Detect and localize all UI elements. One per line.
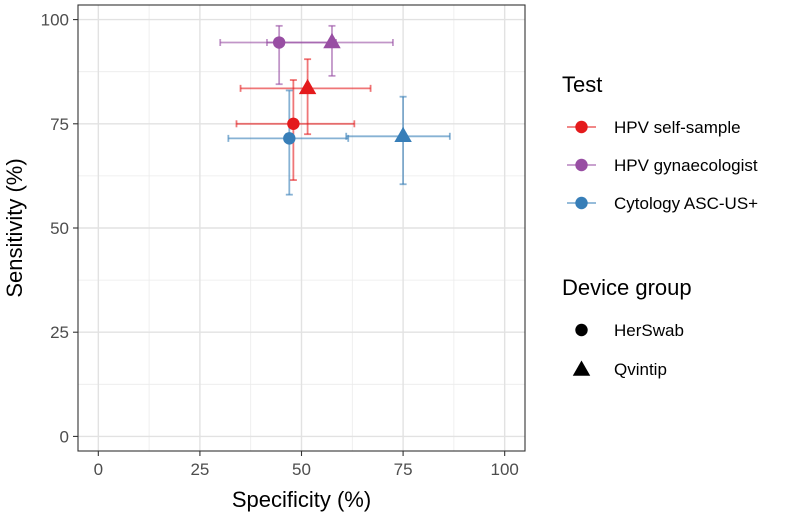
legend-key-device: HerSwab	[575, 321, 684, 340]
y-tick-label: 25	[50, 323, 69, 342]
legend-label-test: Cytology ASC-US+	[614, 194, 758, 213]
legend-key-circle	[575, 120, 588, 134]
y-tick-label: 75	[50, 115, 69, 134]
markers	[272, 33, 412, 145]
legend-color-keys: HPV self-sample HPV gynaecologist Cytology…	[567, 118, 758, 213]
legend-key-test: Cytology ASC-US+	[567, 194, 758, 213]
data-point-circle	[287, 117, 300, 130]
legend-key-circle	[575, 158, 588, 172]
legend-label-device: HerSwab	[614, 321, 684, 340]
legend-key-triangle	[572, 360, 591, 376]
y-axis-title: Sensitivity (%)	[2, 158, 27, 297]
legend-label-device: Qvintip	[614, 360, 667, 379]
legend-title-device: Device group	[562, 275, 692, 300]
x-tick-label: 50	[292, 460, 311, 479]
data-point-triangle	[298, 78, 317, 95]
x-tick-label: 75	[394, 460, 413, 479]
major-gridlines	[78, 5, 525, 451]
x-axis-title: Specificity (%)	[232, 487, 371, 512]
x-tick-label: 25	[190, 460, 209, 479]
data-point-circle	[283, 132, 296, 145]
data-point-circle	[272, 36, 286, 49]
data-point-triangle	[394, 126, 412, 142]
y-tick-labels: 0 25 50 75 100	[41, 11, 69, 447]
legend-label-test: HPV gynaecologist	[614, 156, 758, 175]
legend-label-test: HPV self-sample	[614, 118, 741, 137]
legend-key-circle	[575, 323, 588, 337]
y-tick-label: 0	[60, 427, 69, 446]
x-tick-label: 100	[490, 460, 518, 479]
x-tick-label: 0	[94, 460, 103, 479]
axis-ticks	[73, 19, 506, 456]
legend-key-device: Qvintip	[572, 360, 667, 379]
legend-key-test: HPV gynaecologist	[567, 156, 758, 175]
legend: Test HPV self-sample HPV gynaecologist Cyt…	[562, 72, 758, 379]
data-point-triangle	[323, 33, 341, 49]
legend-title-test: Test	[562, 72, 602, 97]
legend-key-test: HPV self-sample	[567, 118, 741, 137]
x-tick-labels: 0 25 50 75 100	[94, 460, 519, 479]
legend-shape-keys: HerSwab Qvintip	[572, 321, 684, 379]
legend-key-circle	[575, 196, 588, 210]
y-tick-label: 50	[50, 219, 69, 238]
y-tick-label: 100	[41, 11, 69, 30]
